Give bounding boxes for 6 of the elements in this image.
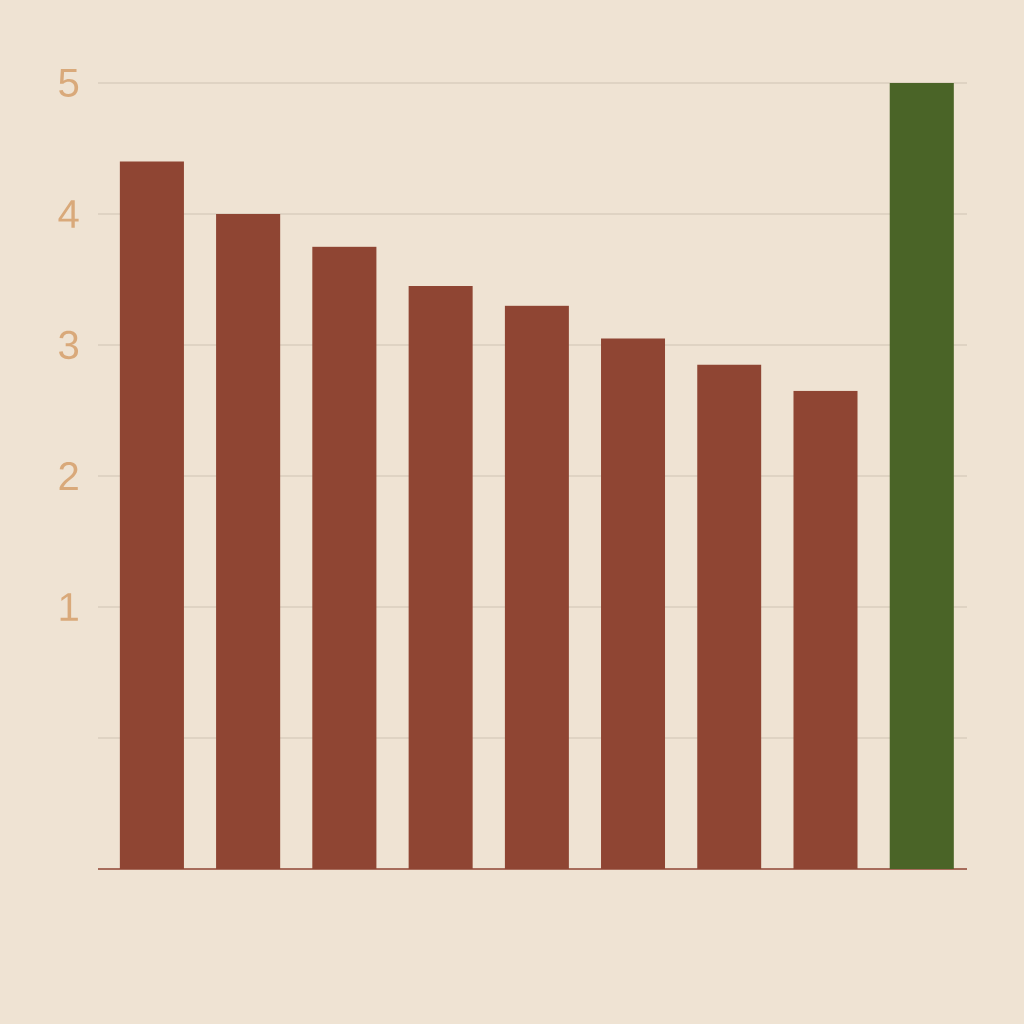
bar [889,82,954,869]
y-tick-label: 5 [59,69,79,97]
y-tick-label: 1 [60,593,78,621]
y-tick-label: 2 [59,462,78,490]
y-tick-label: 3 [59,330,79,360]
y-tick-label: 4 [58,200,79,228]
